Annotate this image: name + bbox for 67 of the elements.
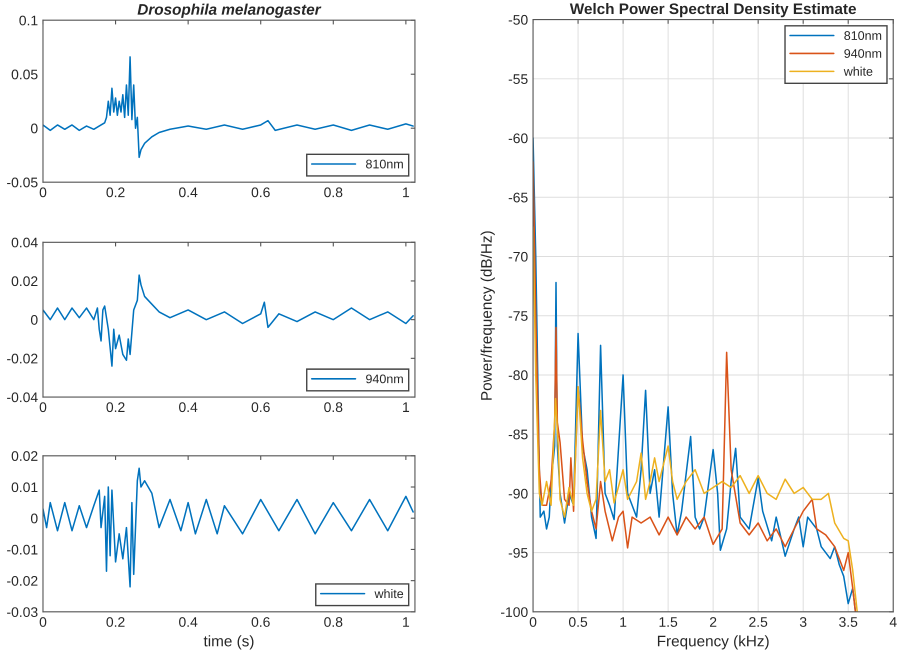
- x-tick-label: 0.8: [324, 617, 342, 627]
- y-axis-title: Power/frequency (dB/Hz): [480, 231, 495, 400]
- x-tick-label: 0: [40, 402, 46, 412]
- x-tick-label: 1: [403, 402, 410, 412]
- x-tick-label: 0: [530, 617, 536, 627]
- y-tick-label: 0.05: [12, 70, 38, 80]
- y-tick-label: -0.01: [7, 544, 38, 555]
- x-tick-label: 4: [890, 617, 897, 627]
- x-tick-label: 0.2: [106, 617, 125, 627]
- x-axis-title: time (s): [204, 635, 254, 650]
- x-tick-label: 0.2: [106, 187, 125, 198]
- y-tick-label: -90: [508, 488, 528, 499]
- y-tick-label: -100: [501, 607, 528, 618]
- y-tick-label: 0.04: [12, 238, 38, 248]
- x-tick-label: 1: [403, 617, 410, 627]
- legend-label: 940nm: [844, 49, 882, 58]
- y-tick-label: 0.1: [19, 16, 38, 26]
- y-tick-label: 0: [30, 124, 38, 134]
- y-tick-label: -0.02: [7, 354, 38, 364]
- x-axis-title: Frequency (kHz): [658, 635, 769, 650]
- x-tick-label: 0.5: [568, 617, 588, 627]
- x-tick-label: 1.5: [660, 617, 678, 627]
- x-tick-label: 0: [40, 187, 46, 198]
- legend-label: white: [844, 66, 872, 76]
- y-tick-label: -95: [508, 548, 528, 558]
- y-tick-label: -60: [508, 133, 528, 144]
- x-tick-label: 0.6: [252, 187, 270, 198]
- y-tick-label: -0.02: [7, 576, 38, 586]
- x-tick-label: 0.6: [252, 617, 270, 627]
- x-tick-label: 2: [710, 617, 716, 627]
- x-tick-label: 0.4: [179, 187, 198, 198]
- x-tick-label: 3.5: [839, 617, 858, 627]
- legend-label: 810nm: [366, 160, 403, 168]
- y-tick-label: -70: [508, 252, 528, 262]
- chart-title: Drosophila melanogaster: [138, 4, 322, 18]
- y-tick-label: -75: [508, 311, 528, 321]
- x-tick-label: 0.2: [106, 402, 125, 412]
- y-tick-label: -0.04: [7, 392, 38, 402]
- y-tick-label: -80: [508, 370, 528, 380]
- x-tick-label: 2.5: [749, 617, 768, 627]
- y-tick-label: -65: [508, 192, 528, 202]
- x-tick-label: 0.6: [252, 402, 270, 412]
- y-tick-label: 0.02: [12, 451, 38, 461]
- x-tick-label: 1: [403, 188, 410, 198]
- y-tick-label: 0: [30, 314, 38, 325]
- x-tick-label: 0.8: [324, 187, 342, 198]
- x-tick-label: 0.4: [179, 402, 198, 412]
- line-series: [42, 274, 414, 367]
- legend-label: 810nm: [844, 31, 882, 40]
- y-tick-label: -0.03: [7, 607, 38, 618]
- y-tick-label: 0.02: [12, 276, 38, 286]
- x-tick-label: 0.4: [179, 617, 198, 627]
- y-tick-label: -0.05: [7, 178, 38, 188]
- legend-label: 940nm: [366, 374, 403, 384]
- chart-title: Welch Power Spectral Density Estimate: [570, 2, 856, 18]
- line-series: [42, 468, 414, 588]
- y-tick-label: 0: [30, 514, 38, 524]
- legend-label: white: [374, 588, 404, 598]
- y-tick-label: -50: [508, 14, 528, 25]
- y-tick-label: -55: [508, 74, 528, 84]
- x-tick-label: 1: [620, 617, 626, 627]
- y-tick-label: -85: [508, 430, 528, 440]
- line-series: [42, 56, 414, 158]
- x-tick-label: 0: [40, 617, 46, 627]
- x-tick-label: 0.8: [324, 402, 342, 412]
- x-tick-label: 3: [800, 617, 806, 627]
- y-tick-label: 0.01: [12, 482, 38, 492]
